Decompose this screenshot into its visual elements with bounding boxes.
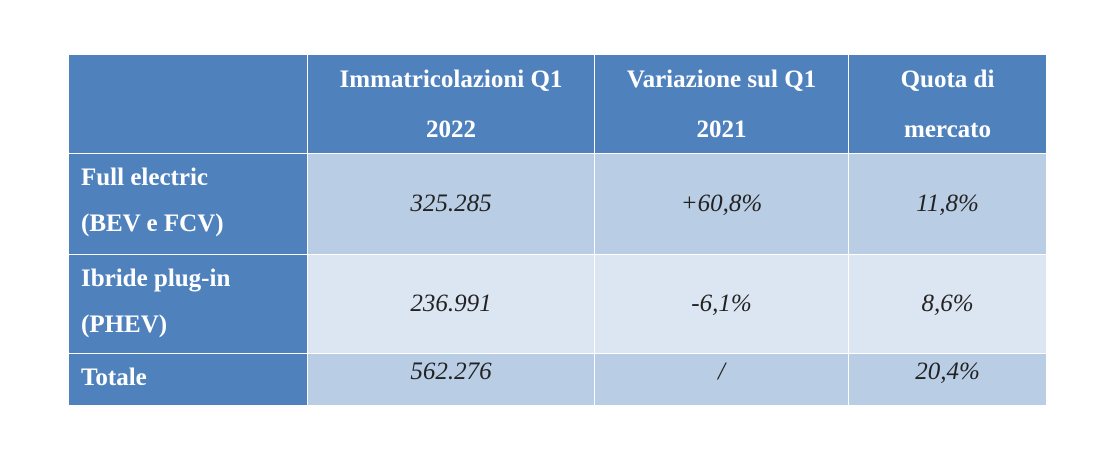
header-registrations-line2: 2022 <box>426 116 476 143</box>
row-label-line2: (BEV e FCV) <box>81 210 224 237</box>
plug-in-hybrid-registrations: 236.991 <box>308 255 595 354</box>
row-label-line1: Totale <box>81 364 147 391</box>
row-label-line1: Ibride plug-in <box>81 265 231 292</box>
total-change: / <box>595 354 849 405</box>
full-electric-registrations: 325.285 <box>308 154 595 255</box>
header-change-line2: 2021 <box>696 116 747 143</box>
header-registrations-line1: Immatricolazioni Q1 <box>339 66 563 93</box>
header-change-line1: Variazione sul Q1 <box>626 66 817 93</box>
row-label-line1: Full electric <box>81 164 209 191</box>
full-electric-change: +60,8% <box>595 154 849 255</box>
header-share: Quota di mercato <box>849 55 1046 154</box>
full-electric-share: 11,8% <box>849 154 1046 255</box>
row-label-total: Totale <box>69 354 308 405</box>
total-registrations: 562.276 <box>308 354 595 405</box>
header-share-line2: mercato <box>904 116 991 143</box>
row-label-full-electric: Full electric (BEV e FCV) <box>69 154 308 255</box>
header-empty-cell <box>69 55 308 154</box>
row-label-line2: (PHEV) <box>81 311 168 338</box>
row-label-plug-in-hybrid: Ibride plug-in (PHEV) <box>69 255 308 354</box>
plug-in-hybrid-change: -6,1% <box>595 255 849 354</box>
header-registrations: Immatricolazioni Q1 2022 <box>308 55 595 154</box>
header-change: Variazione sul Q1 2021 <box>595 55 849 154</box>
plug-in-hybrid-share: 8,6% <box>849 255 1046 354</box>
ev-registrations-table: Immatricolazioni Q1 2022 Variazione sul … <box>69 55 1046 405</box>
header-share-line1: Quota di <box>900 66 995 93</box>
total-share: 20,4% <box>849 354 1046 405</box>
